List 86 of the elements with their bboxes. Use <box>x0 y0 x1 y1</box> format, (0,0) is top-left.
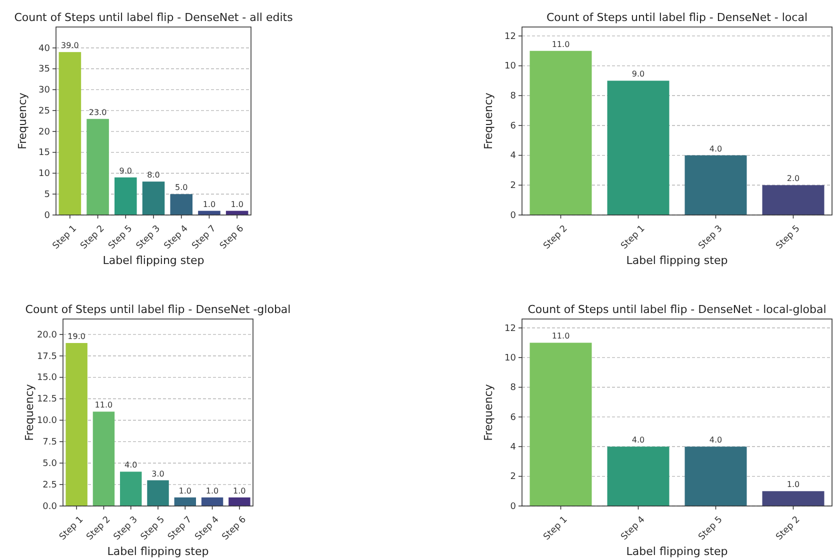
bar <box>530 50 592 215</box>
data-label: 8.0 <box>147 170 160 180</box>
data-label: 4.0 <box>632 436 645 445</box>
y-tick-label: 2 <box>510 181 516 192</box>
y-axis-title: Frequency <box>482 92 495 150</box>
chart-title: Count of Steps until label flip - DenseNet - local-global <box>528 303 826 316</box>
bar <box>228 497 250 506</box>
data-label: 1.0 <box>230 200 244 209</box>
x-axis-title: Label flipping step <box>626 545 728 558</box>
bar <box>684 155 747 215</box>
bar <box>530 342 592 506</box>
y-tick-label: 7.5 <box>42 438 57 448</box>
chart-title: Count of Steps until label flip - DenseNet -global <box>25 303 291 316</box>
y-axis-title: Frequency <box>23 384 36 441</box>
y-tick-label: 6 <box>510 121 516 132</box>
data-label: 5.0 <box>174 183 188 192</box>
y-tick-label: 0.0 <box>42 502 58 512</box>
y-tick-label: 8 <box>510 383 516 394</box>
y-tick-label: 2.5 <box>42 480 57 490</box>
y-tick-label: 4 <box>510 442 516 453</box>
y-tick-label: 15 <box>38 148 50 158</box>
x-axis-title: Label flipping step <box>626 254 728 267</box>
y-tick-label: 20.0 <box>36 330 58 340</box>
x-axis-title: Label flipping step <box>107 545 209 558</box>
data-label: 1.0 <box>202 200 216 209</box>
data-label: 39.0 <box>61 41 79 50</box>
bar <box>170 194 192 215</box>
x-axis-title: Label flipping step <box>102 254 204 267</box>
data-label: 11.0 <box>552 40 570 49</box>
bar <box>66 343 88 506</box>
data-label: 23.0 <box>88 108 107 117</box>
bar <box>762 185 824 215</box>
bar <box>120 472 142 506</box>
y-tick-label: 30 <box>38 86 50 96</box>
y-tick-label: 12.5 <box>36 394 57 405</box>
y-tick-label: 5.0 <box>42 458 58 469</box>
bar <box>58 52 82 215</box>
y-tick-label: 0 <box>510 502 516 512</box>
y-tick-label: 0 <box>44 210 50 221</box>
y-tick-label: 2 <box>510 472 516 482</box>
chart-title: Count of Steps until label flip - DenseNet - all edits <box>14 11 294 24</box>
data-label: 19.0 <box>68 332 86 342</box>
y-axis-title: Frequency <box>16 92 29 150</box>
y-tick-label: 20 <box>38 127 50 138</box>
chart-title: Count of Steps until label flip - DenseNet - local <box>546 11 808 24</box>
bar <box>114 177 137 215</box>
bar <box>762 491 824 506</box>
y-axis-title: Frequency <box>482 384 495 441</box>
y-tick-label: 8 <box>510 92 516 102</box>
data-label: 3.0 <box>152 469 164 478</box>
data-label: 9.0 <box>119 166 132 176</box>
data-label: 4.0 <box>124 460 138 470</box>
y-tick-label: 17.5 <box>36 352 57 362</box>
bar <box>684 446 747 506</box>
bar <box>174 497 196 506</box>
bar <box>142 182 165 215</box>
y-tick-label: 12 <box>504 324 516 334</box>
data-label: 4.0 <box>709 436 722 445</box>
y-tick-label: 0 <box>510 210 516 221</box>
y-tick-label: 35 <box>38 64 50 75</box>
y-tick-label: 6 <box>510 412 516 423</box>
y-tick-label: 10 <box>38 169 50 180</box>
bar <box>92 412 115 506</box>
data-label: 4.0 <box>709 144 722 154</box>
data-label: 1.0 <box>206 486 219 496</box>
y-tick-label: 10 <box>504 62 516 72</box>
y-tick-label: 5 <box>44 190 50 200</box>
y-tick-label: 4 <box>510 151 516 162</box>
y-tick-label: 25 <box>38 106 50 116</box>
data-label: 9.0 <box>632 70 645 79</box>
bar <box>201 497 224 506</box>
data-label: 1.0 <box>178 486 192 496</box>
y-tick-label: 10.0 <box>36 416 58 426</box>
y-tick-label: 12 <box>504 32 516 42</box>
data-label: 11.0 <box>94 400 113 410</box>
bar <box>607 446 670 506</box>
y-tick-label: 40 <box>38 44 50 54</box>
data-label: 1.0 <box>786 480 800 490</box>
data-label: 1.0 <box>233 486 246 496</box>
y-tick-label: 15.0 <box>36 373 58 384</box>
bar <box>607 80 670 215</box>
data-label: 2.0 <box>786 174 800 184</box>
bar <box>147 480 169 506</box>
y-tick-label: 10 <box>504 353 516 364</box>
data-label: 11.0 <box>552 332 570 341</box>
bar <box>86 118 109 215</box>
